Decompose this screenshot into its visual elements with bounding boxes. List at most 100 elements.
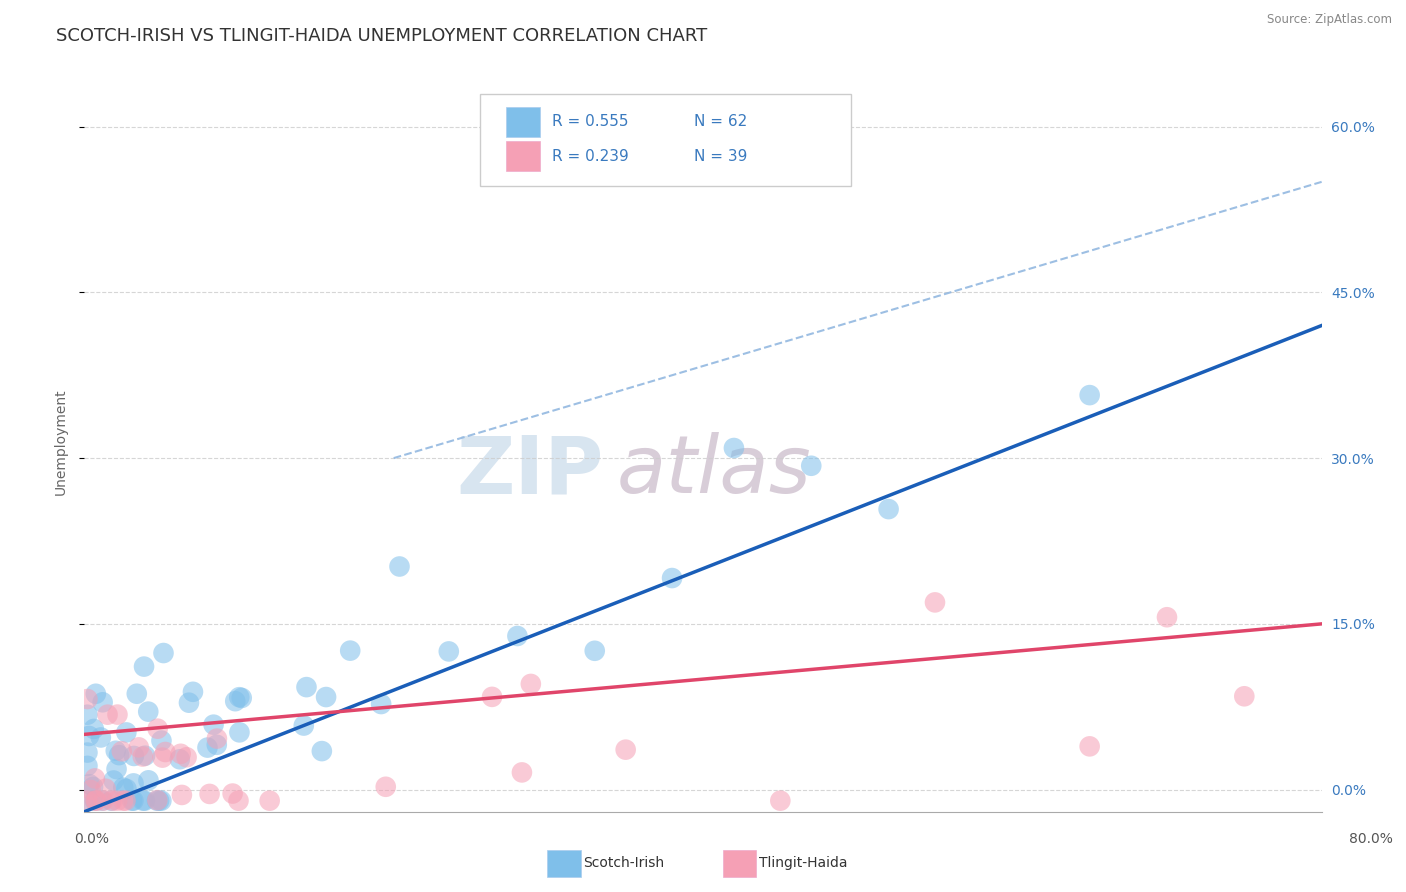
Point [121, 794, 143, 808]
Point [388, 559, 411, 574]
Point [155, 745, 177, 759]
Point [311, 744, 333, 758]
Point [437, 644, 460, 658]
Point [510, 765, 533, 780]
Text: R = 0.555: R = 0.555 [553, 114, 628, 129]
Point [94, 781, 117, 796]
Point [108, 748, 131, 763]
FancyBboxPatch shape [506, 141, 540, 170]
Point [76, 707, 98, 722]
Point [150, 733, 173, 747]
Point [104, 744, 127, 758]
Point [924, 595, 946, 609]
Point [374, 780, 396, 794]
Point [177, 696, 200, 710]
Point [221, 787, 243, 801]
Point [76, 692, 98, 706]
Point [100, 794, 122, 808]
Point [1233, 690, 1256, 704]
Point [146, 794, 169, 808]
Point [181, 685, 204, 699]
Point [114, 794, 136, 808]
Point [132, 749, 155, 764]
Point [111, 794, 134, 808]
Text: 0.0%: 0.0% [75, 832, 108, 846]
Point [228, 725, 250, 739]
Point [614, 742, 637, 756]
Point [224, 694, 246, 708]
Point [723, 441, 745, 455]
Point [84, 794, 107, 808]
FancyBboxPatch shape [481, 94, 852, 186]
Point [86, 794, 108, 808]
Point [134, 794, 156, 808]
Point [228, 690, 250, 705]
Point [339, 643, 361, 657]
Point [83, 722, 105, 736]
Text: Scotch-Irish: Scotch-Irish [583, 856, 665, 871]
Point [93, 794, 115, 808]
Point [115, 781, 138, 796]
Point [152, 750, 174, 764]
Point [105, 794, 128, 808]
Point [125, 687, 148, 701]
Point [481, 690, 503, 704]
Point [134, 748, 156, 763]
Point [90, 731, 112, 745]
Point [101, 794, 124, 808]
Text: atlas: atlas [616, 432, 811, 510]
Point [80, 783, 103, 797]
Point [150, 794, 173, 808]
Point [205, 738, 228, 752]
Point [146, 793, 169, 807]
Point [97, 707, 120, 722]
Point [228, 794, 250, 808]
Point [506, 629, 529, 643]
Point [136, 705, 159, 719]
Text: Source: ZipAtlas.com: Source: ZipAtlas.com [1267, 13, 1392, 27]
Text: R = 0.239: R = 0.239 [553, 149, 628, 164]
Text: 80.0%: 80.0% [1348, 832, 1393, 846]
Point [132, 659, 155, 673]
FancyBboxPatch shape [506, 107, 540, 136]
Point [1078, 739, 1101, 754]
Point [84, 794, 107, 808]
Point [583, 644, 606, 658]
Point [77, 729, 100, 743]
Point [138, 773, 160, 788]
Point [111, 744, 134, 758]
Point [76, 759, 98, 773]
Point [132, 794, 155, 808]
Point [197, 740, 219, 755]
Point [259, 794, 281, 808]
Point [122, 748, 145, 763]
Point [295, 680, 318, 694]
Point [76, 794, 98, 808]
Text: SCOTCH-IRISH VS TLINGIT-HAIDA UNEMPLOYMENT CORRELATION CHART: SCOTCH-IRISH VS TLINGIT-HAIDA UNEMPLOYME… [56, 27, 707, 45]
Point [122, 794, 145, 808]
Point [198, 787, 221, 801]
Point [122, 776, 145, 790]
Y-axis label: Unemployment: Unemployment [53, 388, 67, 495]
Point [148, 794, 170, 808]
Point [170, 747, 193, 761]
Point [76, 746, 98, 760]
Point [1078, 388, 1101, 402]
Point [292, 718, 315, 732]
Point [877, 502, 900, 516]
Point [91, 695, 114, 709]
Point [315, 690, 337, 704]
Point [176, 750, 198, 764]
Point [107, 707, 129, 722]
Point [661, 571, 683, 585]
Point [1156, 610, 1178, 624]
Point [82, 780, 104, 794]
Point [769, 794, 792, 808]
Point [202, 717, 225, 731]
Text: N = 62: N = 62 [695, 114, 748, 129]
Point [152, 646, 174, 660]
Point [105, 762, 128, 776]
Point [146, 722, 169, 736]
Point [79, 777, 101, 791]
Text: N = 39: N = 39 [695, 149, 748, 164]
